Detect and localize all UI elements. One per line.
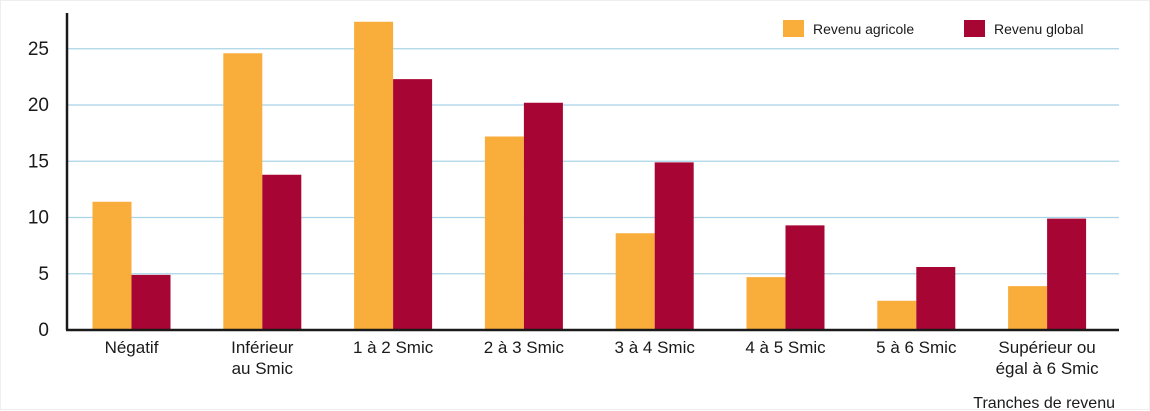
axes [65, 13, 1119, 332]
x-category-label: Supérieur ou égal à 6 Smic [996, 338, 1099, 378]
bar-revenu-global [393, 79, 433, 330]
legend-label: Revenu agricole [813, 21, 914, 37]
x-category-label: 1 à 2 Smic [353, 338, 434, 357]
bar-revenu-agricole [484, 136, 524, 330]
bar-revenu-global [785, 225, 825, 330]
bar-revenu-global [262, 174, 302, 330]
bar-revenu-agricole [877, 300, 917, 330]
x-category-label: Inférieur au Smic [231, 338, 294, 378]
x-category-label: 5 à 6 Smic [876, 338, 957, 357]
y-tick-label: 10 [28, 208, 49, 229]
bar-revenu-agricole [1008, 286, 1048, 330]
bar-revenu-agricole [92, 201, 132, 330]
category-labels: Négatif Inférieur au Smic 1 à 2 Smic 2 à 3 S… [105, 338, 1100, 378]
x-category-label: 2 à 3 Smic [484, 338, 565, 357]
x-axis-title: Tranches de revenu [973, 395, 1115, 411]
bar-revenu-agricole [354, 21, 394, 330]
y-tick-label: 15 [28, 151, 49, 172]
legend-label: Revenu global [994, 21, 1084, 37]
bar-revenu-agricole [223, 53, 263, 330]
legend-swatch [783, 20, 804, 37]
y-tick-label: 5 [38, 264, 49, 285]
bar-revenu-global [654, 162, 694, 330]
x-category-label: 4 à 5 Smic [745, 338, 826, 357]
bars [92, 21, 1087, 330]
x-category-label: Négatif [105, 338, 159, 357]
bar-revenu-agricole [746, 277, 786, 330]
bar-revenu-global [916, 267, 956, 330]
bar-revenu-agricole [615, 233, 655, 330]
y-tick-label: 20 [28, 95, 49, 116]
bar-revenu-global [131, 274, 171, 330]
bar-revenu-global [523, 102, 563, 330]
legend-swatch [964, 20, 985, 37]
x-category-label: 3 à 4 Smic [615, 338, 696, 357]
y-tick-label: 25 [28, 39, 49, 60]
y-tick-labels: 0 5 10 15 20 25 [28, 39, 49, 341]
y-tick-label: 0 [38, 320, 49, 341]
bar-revenu-global [1047, 218, 1087, 330]
legend: Revenu agricole Revenu global [783, 20, 1084, 37]
